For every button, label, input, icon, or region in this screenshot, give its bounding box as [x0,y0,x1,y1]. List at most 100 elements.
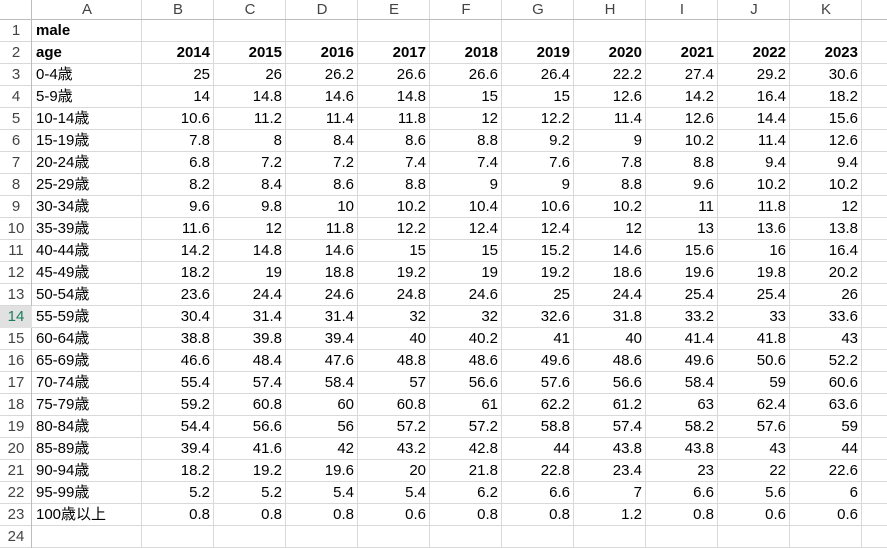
column-header[interactable]: I [679,1,685,18]
cell[interactable]: 8 [273,132,282,149]
cell[interactable]: 12.4 [468,220,498,237]
cell[interactable]: 19 [481,264,498,281]
cell[interactable]: 44 [841,440,858,457]
cell[interactable]: 30.4 [180,308,210,325]
cell[interactable]: 48.8 [396,352,426,369]
cell[interactable]: 50.6 [756,352,786,369]
cell[interactable]: 39.4 [180,440,210,457]
cell[interactable]: 14.2 [684,88,714,105]
cell[interactable]: 57.2 [468,418,498,435]
cell[interactable]: 8.6 [333,176,354,193]
cell[interactable]: 0.8 [189,506,210,523]
cell[interactable]: 6.6 [693,484,714,501]
cell[interactable]: 44 [553,440,570,457]
cell[interactable]: 35-39歳 [36,220,90,237]
row-header[interactable]: 6 [11,132,21,149]
cell[interactable]: 41.8 [756,330,786,347]
cell[interactable]: 6.6 [549,484,570,501]
cell[interactable]: 10.6 [540,198,570,215]
cell[interactable]: 15 [553,88,570,105]
cell[interactable]: 57 [409,374,426,391]
cell[interactable]: 24.4 [252,286,282,303]
cell[interactable]: 43 [841,330,858,347]
cell[interactable]: 27.4 [684,66,714,83]
cell[interactable]: 19.6 [684,264,714,281]
cell[interactable]: 60.6 [828,374,858,391]
cell[interactable]: 56.6 [252,418,282,435]
column-header[interactable]: E [388,1,399,18]
cell[interactable]: 7.4 [477,154,498,171]
cell[interactable]: 2022 [752,44,786,61]
cell[interactable]: 9 [633,132,642,149]
cell[interactable]: 19.6 [324,462,354,479]
cell[interactable]: 43.2 [396,440,426,457]
cell[interactable]: 95-99歳 [36,484,90,501]
cell[interactable]: 57.6 [540,374,570,391]
cell[interactable]: 2019 [536,44,570,61]
cell[interactable]: 10-14歳 [36,110,90,127]
cell[interactable]: 15.2 [540,242,570,259]
cell[interactable]: 2018 [464,44,498,61]
cell[interactable]: 7.4 [405,154,426,171]
cell[interactable]: 100歳以上 [36,506,107,523]
cell[interactable]: 43.8 [684,440,714,457]
row-header[interactable]: 23 [7,506,25,523]
cell[interactable]: 31.4 [252,308,282,325]
cell[interactable]: 12.2 [396,220,426,237]
cell[interactable]: 11 [698,198,714,215]
row-header[interactable]: 13 [7,286,25,303]
column-header[interactable]: K [820,1,831,18]
cell[interactable]: 12 [841,198,858,215]
cell[interactable]: 60-64歳 [36,330,90,347]
cell[interactable]: 63.6 [828,396,858,413]
cell[interactable]: 7.6 [549,154,570,171]
cell[interactable]: 5.2 [189,484,210,501]
cell[interactable]: 24.4 [612,286,642,303]
cell[interactable]: 11.4 [757,132,786,149]
cell[interactable]: 2023 [824,44,858,61]
cell[interactable]: 12.4 [540,220,570,237]
cell[interactable]: 85-89歳 [36,440,90,457]
cell[interactable]: 56.6 [468,374,498,391]
row-header[interactable]: 17 [7,374,25,391]
row-header[interactable]: 10 [7,220,25,237]
cell[interactable]: 11.8 [325,220,354,237]
cell[interactable]: 22 [769,462,786,479]
cell[interactable]: 18.2 [180,462,210,479]
cell[interactable]: 0-4歳 [36,66,73,83]
cell[interactable]: 26.2 [324,66,354,83]
cell[interactable]: 11.8 [757,198,786,215]
cell[interactable]: 40 [409,330,426,347]
row-header[interactable]: 20 [7,440,25,457]
cell[interactable]: 19.8 [756,264,786,281]
cell[interactable]: 75-79歳 [36,396,90,413]
cell[interactable]: 48.6 [468,352,498,369]
cell[interactable]: 7.2 [261,154,282,171]
cell[interactable]: 0.6 [405,506,426,523]
cell[interactable]: 32 [409,308,426,325]
row-header[interactable]: 21 [7,462,25,479]
cell[interactable]: 0.8 [261,506,282,523]
cell[interactable]: 11.4 [613,110,642,127]
cell[interactable]: 5.2 [261,484,282,501]
cell[interactable]: 19.2 [252,462,282,479]
cell[interactable]: 60.8 [396,396,426,413]
row-header[interactable]: 24 [7,528,25,545]
cell[interactable]: 57.2 [396,418,426,435]
cell[interactable]: 38.8 [180,330,210,347]
cell[interactable]: 55-59歳 [36,308,90,325]
cell[interactable]: 50-54歳 [36,286,90,303]
cell[interactable]: 2020 [608,44,642,61]
cell[interactable]: 16.4 [756,88,786,105]
row-header[interactable]: 8 [11,176,21,193]
cell[interactable]: 12.6 [828,132,858,149]
row-header[interactable]: 2 [11,44,21,61]
row-header[interactable]: 14 [0,306,32,328]
cell[interactable]: 25 [193,66,210,83]
cell[interactable]: 2014 [176,44,210,61]
column-header[interactable]: A [81,1,92,18]
cell[interactable]: 21.8 [468,462,498,479]
cell[interactable]: 8.8 [693,154,714,171]
cell[interactable]: 11.2 [253,110,282,127]
column-header[interactable]: B [172,1,183,18]
